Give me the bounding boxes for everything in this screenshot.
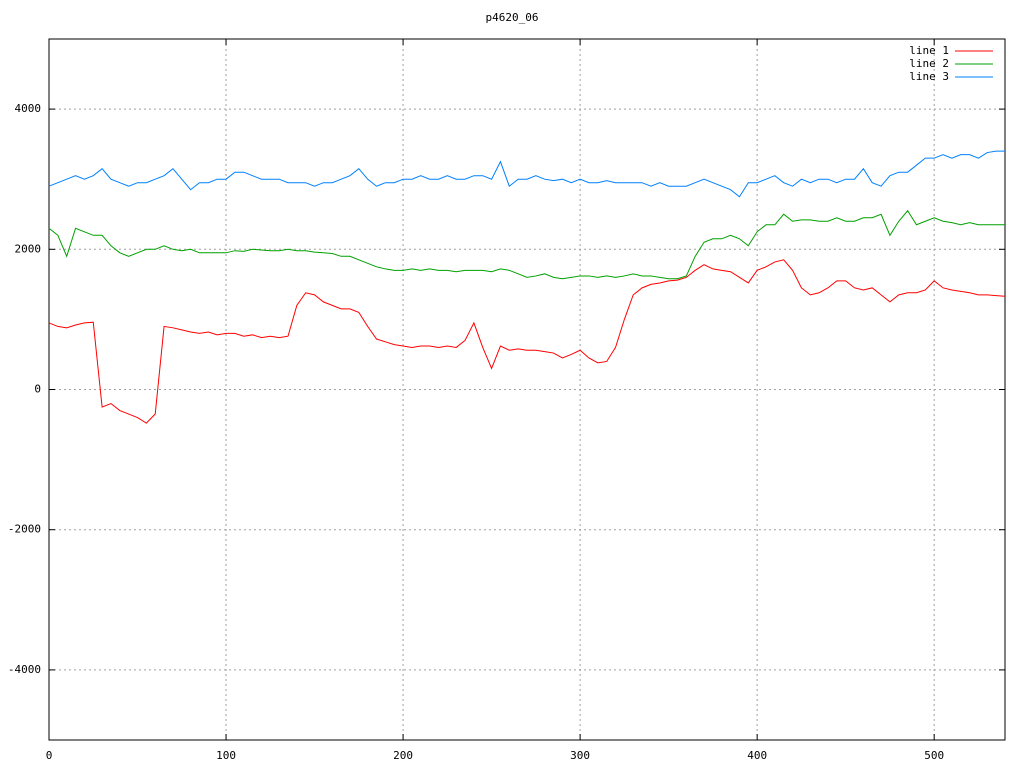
data-line (48, 150, 1005, 198)
y-tick-label: 0 (34, 383, 41, 396)
data-line (48, 209, 1005, 280)
x-tick-label: 400 (747, 749, 767, 762)
y-tick-label: 2000 (15, 242, 42, 255)
legend-label: line 2 (909, 57, 949, 70)
x-tick-label: 200 (393, 749, 413, 762)
x-tick-label: 300 (570, 749, 590, 762)
legend-label: line 3 (909, 70, 949, 83)
x-tick-label: 100 (216, 749, 236, 762)
chart-title: p4620_06 (486, 11, 539, 24)
x-tick-label: 0 (46, 749, 53, 762)
legend-label: line 1 (909, 44, 949, 57)
plot-border (48, 38, 1006, 741)
x-tick-label: 500 (924, 749, 944, 762)
y-tick-label: -4000 (8, 663, 41, 676)
data-line (48, 259, 1006, 424)
y-tick-label: 4000 (15, 102, 42, 115)
y-tick-label: -2000 (8, 523, 41, 536)
